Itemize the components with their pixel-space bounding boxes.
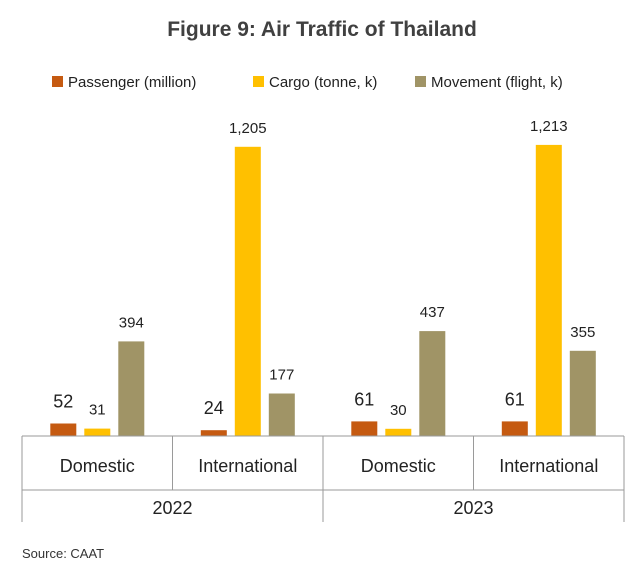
bar-cargo-tonne-k-domestic-2022 xyxy=(84,428,111,436)
legend-label: Movement (flight, k) xyxy=(431,74,563,91)
legend-item-passenger-million: Passenger (million) xyxy=(52,74,196,91)
x-tick-label-international-2022: International xyxy=(198,456,297,476)
bar-cargo-tonne-k-domestic-2023 xyxy=(385,428,412,436)
chart-title: Figure 9: Air Traffic of Thailand xyxy=(167,18,477,41)
data-label-passenger-million-international-2023: 61 xyxy=(505,389,525,409)
legend-item-cargo-tonne-k: Cargo (tonne, k) xyxy=(253,74,377,91)
legend: Passenger (million) Cargo (tonne, k) Movem… xyxy=(52,74,563,91)
legend-label: Cargo (tonne, k) xyxy=(269,74,377,91)
x-tick-label-domestic-2022: Domestic xyxy=(60,456,135,476)
data-label-passenger-million-domestic-2023: 61 xyxy=(354,389,374,409)
bar-cargo-tonne-k-international-2023 xyxy=(535,144,562,436)
bar-movement-flight-k-international-2023 xyxy=(569,350,596,436)
data-label-cargo-tonne-k-domestic-2022: 31 xyxy=(89,402,106,419)
data-label-movement-flight-k-domestic-2022: 394 xyxy=(119,314,144,331)
bar-cargo-tonne-k-international-2022 xyxy=(234,146,261,437)
data-label-movement-flight-k-international-2023: 355 xyxy=(570,324,595,341)
bar-movement-flight-k-international-2022 xyxy=(268,393,295,436)
data-label-passenger-million-domestic-2022: 52 xyxy=(53,392,73,412)
legend-swatch xyxy=(253,76,264,87)
bar-passenger-million-domestic-2023 xyxy=(351,421,378,436)
bar-passenger-million-international-2022 xyxy=(200,430,227,436)
data-label-cargo-tonne-k-international-2022: 1,205 xyxy=(229,120,267,137)
bar-movement-flight-k-domestic-2022 xyxy=(118,341,145,436)
data-label-cargo-tonne-k-international-2023: 1,213 xyxy=(530,118,568,135)
data-label-cargo-tonne-k-domestic-2023: 30 xyxy=(390,402,407,419)
legend-swatch xyxy=(415,76,426,87)
category-axis: Domestic International Domestic Internation… xyxy=(21,435,625,522)
bar-passenger-million-international-2023 xyxy=(501,421,528,436)
x-group-label-2022: 2022 xyxy=(152,498,192,518)
x-group-label-2023: 2023 xyxy=(453,498,493,518)
source-note: Source: CAAT xyxy=(22,546,104,561)
data-label-passenger-million-international-2022: 24 xyxy=(204,398,224,418)
legend-swatch xyxy=(52,76,63,87)
legend-label: Passenger (million) xyxy=(68,74,196,91)
legend-item-movement-flight-k: Movement (flight, k) xyxy=(415,74,563,91)
bars xyxy=(50,144,596,437)
data-label-movement-flight-k-international-2022: 177 xyxy=(269,367,294,384)
x-tick-label-international-2023: International xyxy=(499,456,598,476)
bar-movement-flight-k-domestic-2023 xyxy=(419,331,446,436)
data-label-movement-flight-k-domestic-2023: 437 xyxy=(420,304,445,321)
bar-passenger-million-domestic-2022 xyxy=(50,423,77,436)
x-tick-label-domestic-2023: Domestic xyxy=(361,456,436,476)
value-labels: 52 31 394 24 1,205 177 61 30 437 61 1,213 355 xyxy=(53,118,595,419)
